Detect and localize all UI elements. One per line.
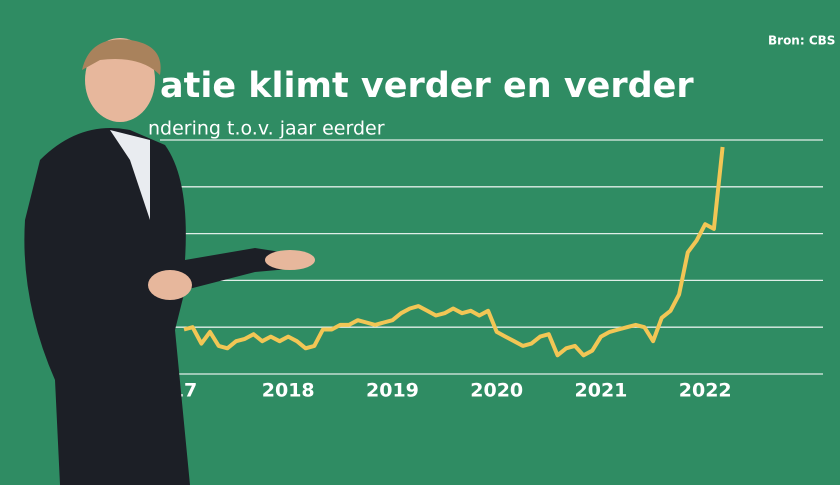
x-tick-label: 2019 (366, 380, 419, 402)
presenter (24, 38, 315, 485)
chart-title: atie klimt verder en verder (160, 66, 694, 106)
x-tick-label: 2020 (470, 380, 523, 402)
data-line (183, 146, 725, 358)
source: Bron: CBS (768, 34, 835, 48)
chart-subtitle: ndering t.o.v. jaar eerder (148, 118, 385, 140)
x-tick-label: 2021 (575, 380, 628, 402)
x-tick-label: 2022 (679, 380, 732, 402)
x-tick-label: 2018 (262, 380, 315, 402)
